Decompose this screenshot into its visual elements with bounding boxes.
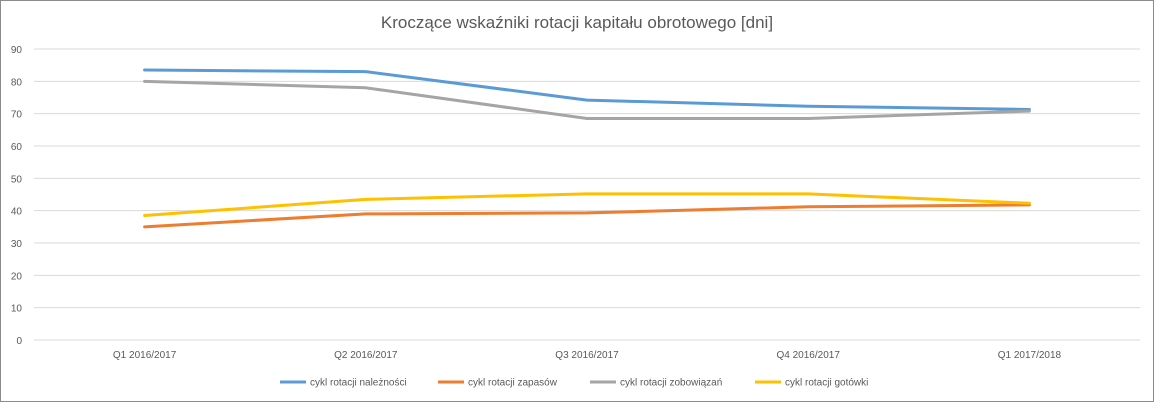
series-line: [143, 203, 1031, 229]
series-line: [143, 192, 1031, 218]
y-tick-label: 80: [11, 77, 23, 88]
y-tick-label: 90: [11, 45, 23, 56]
series-line: [143, 79, 1031, 121]
y-tick-label: 30: [11, 239, 23, 250]
chart-title: Kroczące wskaźniki rotacji kapitału obro…: [381, 13, 773, 32]
x-axis-ticks: Q1 2016/2017 Q2 2016/2017 Q3 2016/2017 Q4 2…: [113, 350, 1062, 361]
y-tick-label: 40: [11, 207, 23, 218]
legend-label: cykl rotacji należności: [310, 378, 407, 389]
x-tick-label: Q3 2016/2017: [555, 350, 619, 361]
y-tick-label: 20: [11, 271, 23, 282]
y-tick-label: 70: [11, 110, 23, 121]
y-axis-ticks: 0 10 20 30 40 50 60 70 80 90: [11, 45, 23, 347]
gridlines: [34, 48, 1140, 341]
series-lines: [143, 68, 1031, 229]
y-tick-label: 50: [11, 174, 23, 185]
legend: cykl rotacji należności cykl rotacji zapa…: [280, 378, 868, 389]
x-tick-label: Q1 2016/2017: [113, 350, 177, 361]
x-tick-label: Q4 2016/2017: [777, 350, 841, 361]
y-tick-label: 10: [11, 304, 23, 315]
y-tick-label: 60: [11, 142, 23, 153]
x-tick-label: Q2 2016/2017: [334, 350, 398, 361]
y-tick-label: 0: [16, 336, 22, 347]
legend-label: cykl rotacji zobowiązań: [620, 378, 722, 389]
legend-label: cykl rotacji gotówki: [785, 378, 868, 389]
series-line: [143, 68, 1031, 111]
x-tick-label: Q1 2017/2018: [998, 350, 1062, 361]
legend-label: cykl rotacji zapasów: [468, 378, 558, 389]
